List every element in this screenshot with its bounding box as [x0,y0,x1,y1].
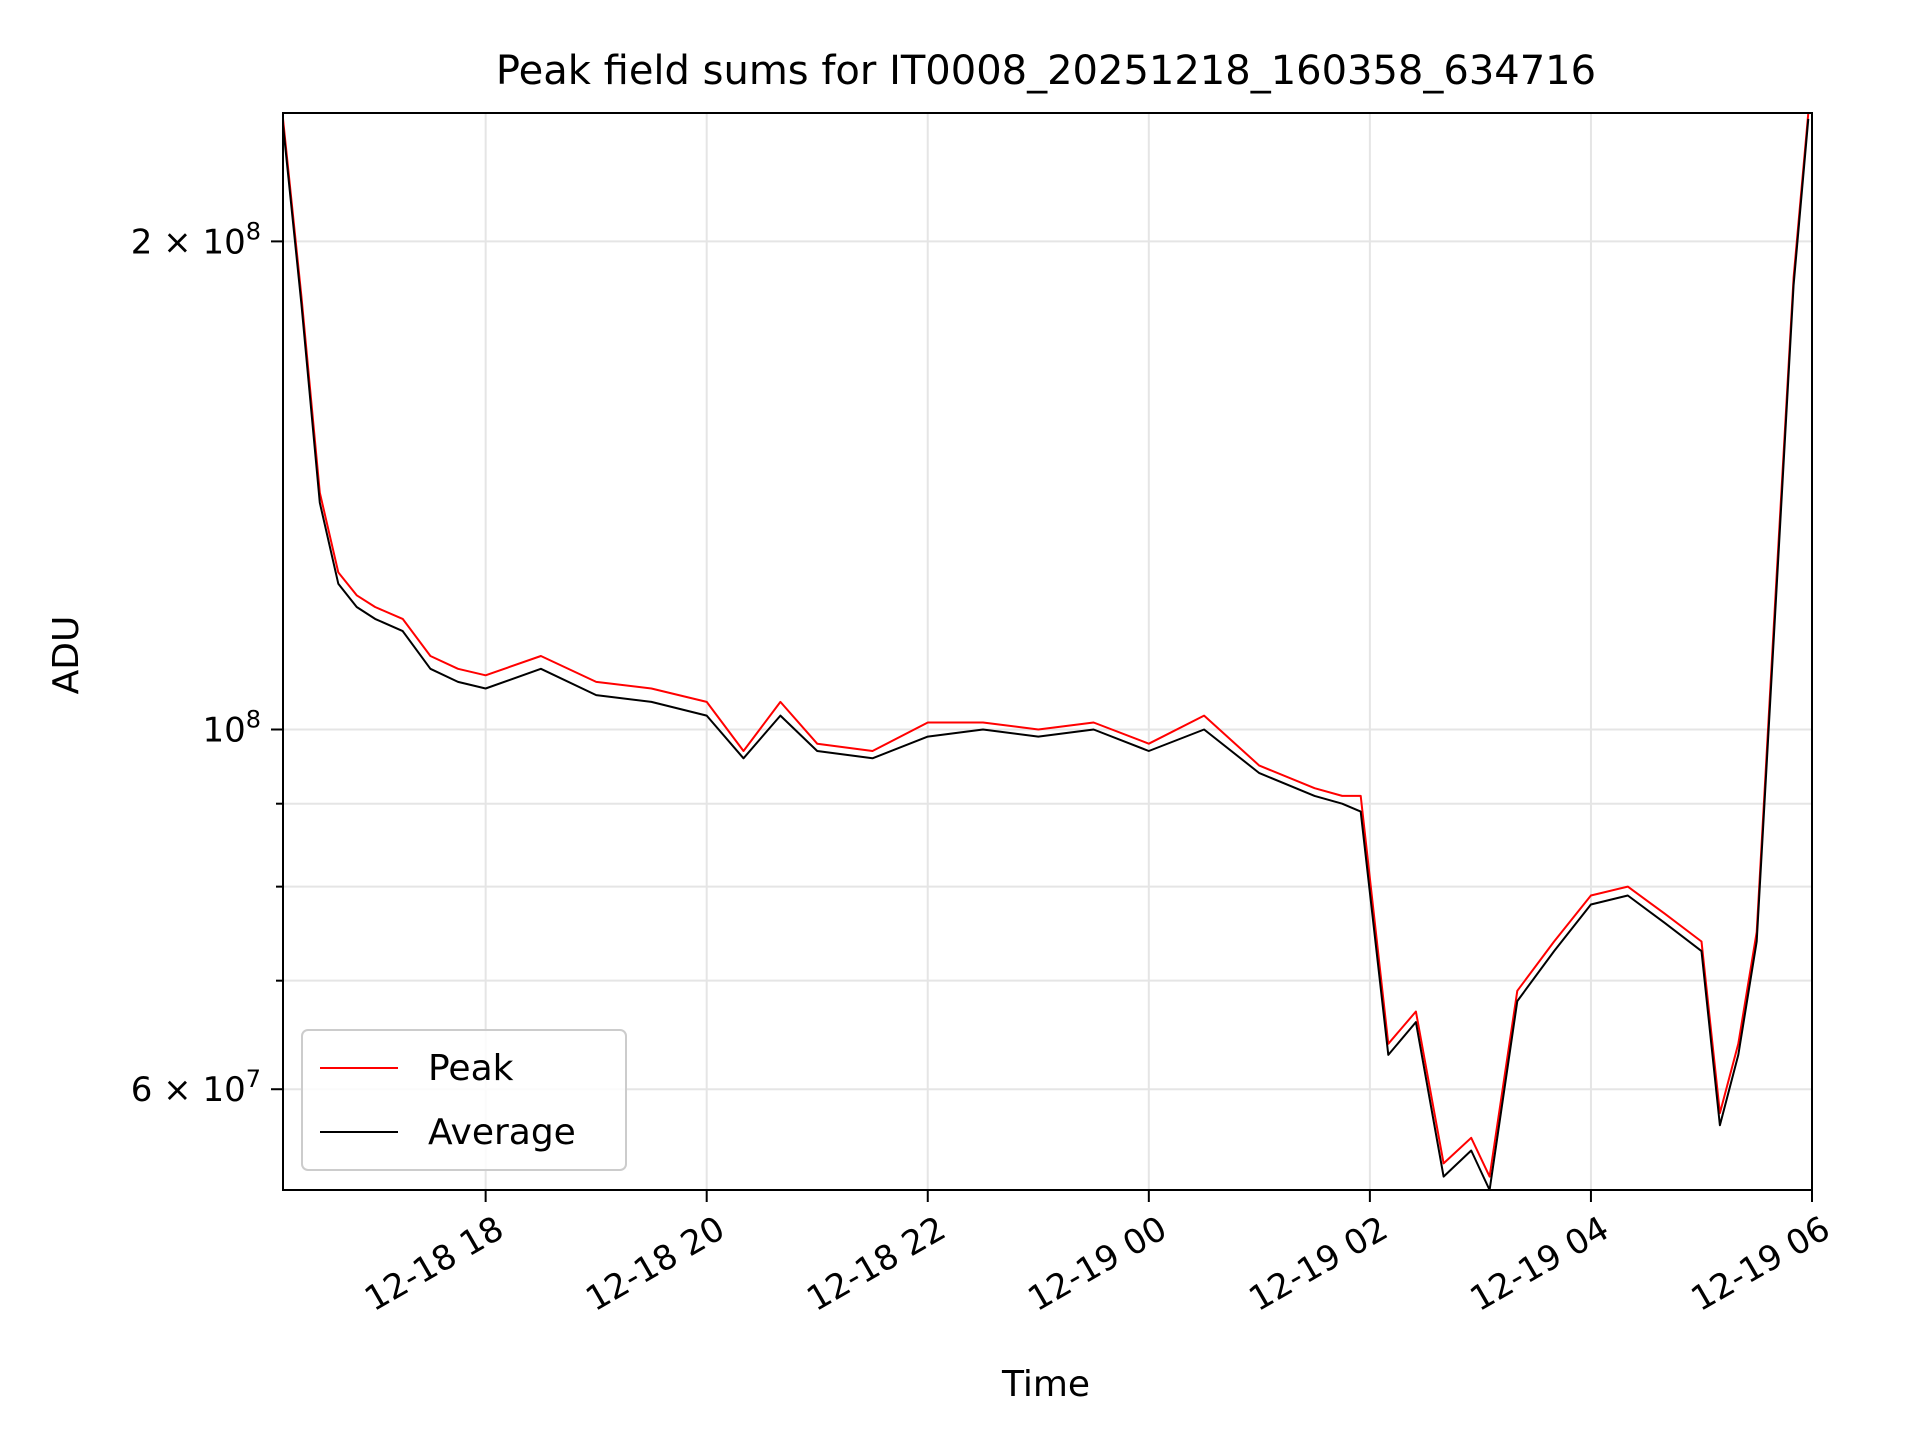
y-tick-exponent: 7 [246,1065,261,1093]
y-tick-base: 6 × 10 [131,1070,246,1110]
series-lines [283,113,1810,1190]
y-tick-label: 108 [202,706,261,751]
legend: Peak Average [301,1029,627,1171]
legend-label-average: Average [428,1112,576,1153]
legend-box [301,1029,627,1171]
y-tick-base: 10 [202,711,245,751]
grid [283,113,1813,1190]
plot-frame [282,112,1813,1191]
y-tick-label: 2 × 108 [131,217,261,262]
legend-label-peak: Peak [428,1048,514,1089]
y-tick-label: 6 × 107 [131,1065,261,1110]
y-axis-label: ADU [46,616,87,695]
series-line-average [283,118,1810,1190]
x-axis-label: Time [1001,1364,1090,1405]
series-line-peak [283,113,1810,1178]
chart-title: Peak field sums for IT0008_20251218_1603… [496,48,1596,94]
y-tick-base: 2 × 10 [131,222,246,262]
y-tick-exponent: 8 [246,706,261,734]
y-tick-exponent: 8 [246,217,261,245]
